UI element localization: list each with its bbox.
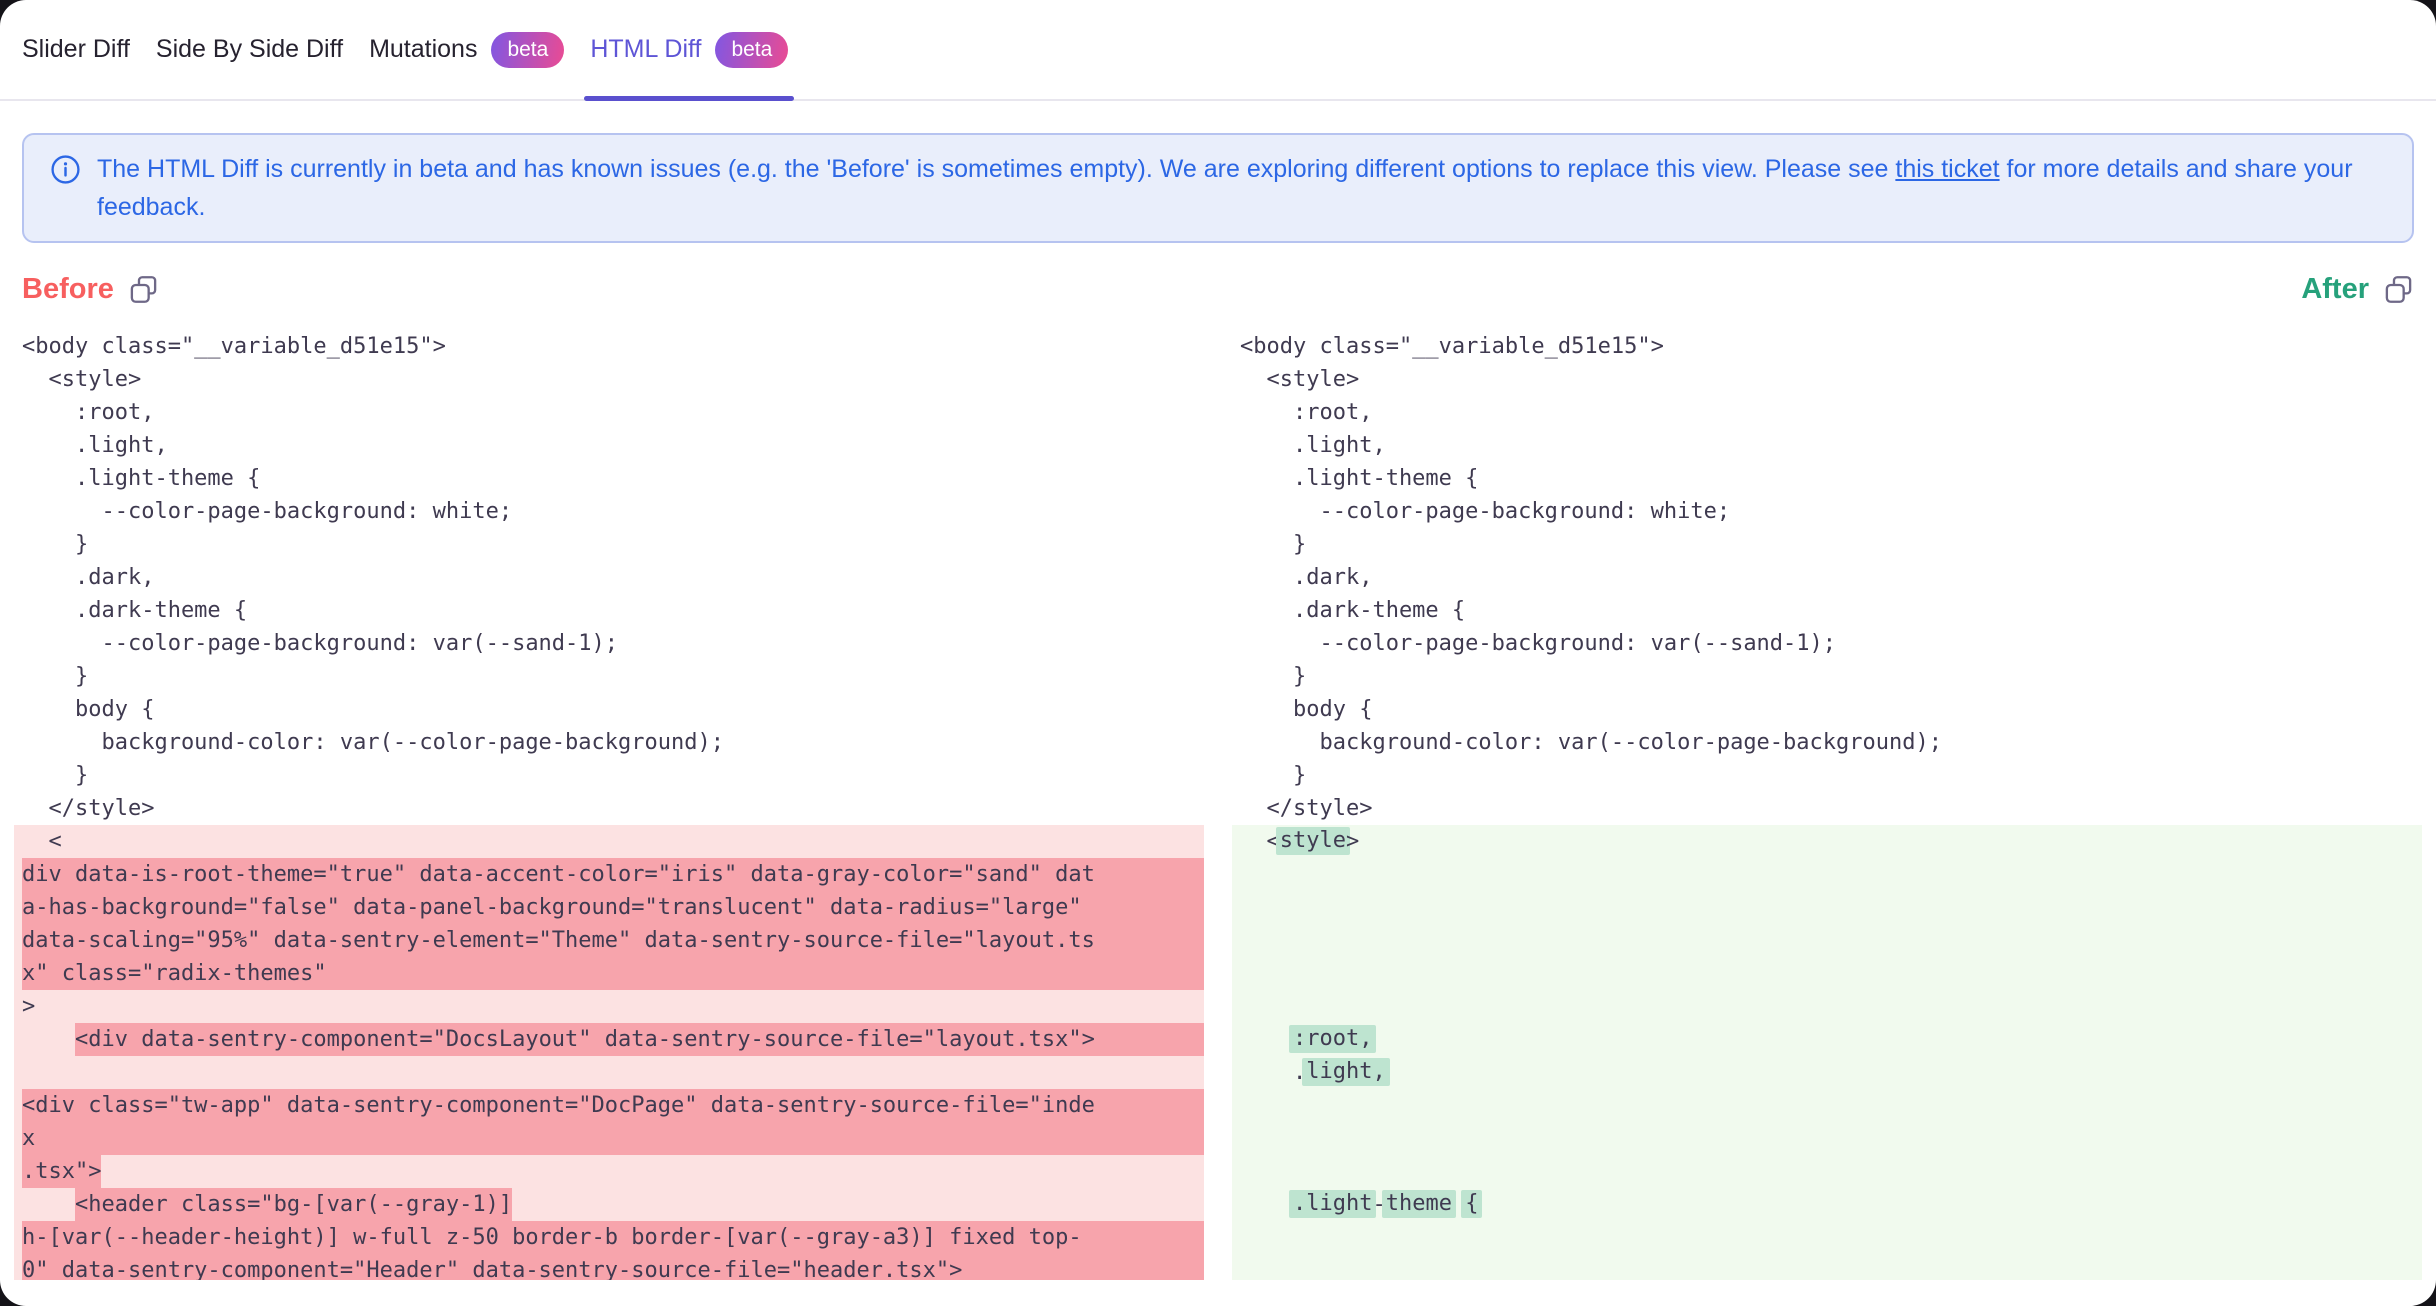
code-line: --color-page-background: var(--sand-1); bbox=[1240, 631, 1837, 656]
code-line: <div class="tw-app" data-sentry-componen… bbox=[14, 1089, 1204, 1122]
code-line: --color-page-background: white; bbox=[22, 499, 513, 524]
code-line: :root, bbox=[1240, 400, 1373, 425]
code-line: } bbox=[22, 532, 89, 557]
code-line: } bbox=[1240, 763, 1307, 788]
after-header: After bbox=[2301, 273, 2414, 306]
code-line: <style> bbox=[1240, 367, 1360, 392]
code-line: </style> bbox=[1240, 796, 1373, 821]
code-line: background-color: var(--color-page-backg… bbox=[1240, 730, 1942, 755]
copy-before-button[interactable] bbox=[128, 274, 159, 305]
code-line: <body class="__variable_d51e15"> bbox=[1240, 334, 1664, 359]
code-line: :root, bbox=[1232, 1023, 2422, 1056]
code-line: body { bbox=[1240, 697, 1373, 722]
code-line bbox=[14, 1056, 1204, 1089]
tab-slider-diff[interactable]: Slider Diff bbox=[22, 0, 130, 99]
code-line: .light, bbox=[1232, 1056, 2422, 1089]
info-icon bbox=[51, 155, 80, 184]
code-line: .light-theme { bbox=[1240, 466, 1479, 491]
before-header: Before bbox=[22, 273, 159, 306]
code-line: .light-theme { bbox=[22, 466, 261, 491]
code-line: .dark-theme { bbox=[22, 598, 248, 623]
code-line: <div data-sentry-component="DocsLayout" … bbox=[14, 1023, 1204, 1056]
code-line: > bbox=[14, 990, 1204, 1023]
copy-icon bbox=[2385, 276, 2412, 303]
code-line: .dark-theme { bbox=[1240, 598, 1466, 623]
code-line bbox=[1232, 1122, 2422, 1155]
code-line: </style> bbox=[22, 796, 155, 821]
ticket-link[interactable]: this ticket bbox=[1895, 155, 2000, 183]
code-line bbox=[1232, 891, 2422, 924]
code-line: .tsx"> bbox=[14, 1155, 1204, 1188]
diff-header: Before After bbox=[22, 273, 2414, 306]
after-label: After bbox=[2301, 273, 2369, 305]
code-line: --color-page-background: white; bbox=[1240, 499, 1731, 524]
code-line: <body class="__variable_d51e15"> bbox=[22, 334, 446, 359]
code-line: <style> bbox=[1232, 825, 2422, 858]
code-line: x" class="radix-themes" bbox=[14, 957, 1204, 990]
code-line: .dark, bbox=[22, 565, 155, 590]
banner-text-before: The HTML Diff is currently in beta and h… bbox=[97, 155, 1896, 183]
code-line: h-[var(--header-height)] w-full z-50 bor… bbox=[14, 1221, 1204, 1254]
code-line: .light, bbox=[1240, 433, 1386, 458]
code-line: data-scaling="95%" data-sentry-element="… bbox=[14, 924, 1204, 957]
beta-badge: beta bbox=[715, 31, 789, 68]
tab-label: Mutations bbox=[369, 35, 478, 63]
html-diff-view: <body class="__variable_d51e15"> <style>… bbox=[0, 330, 2436, 1280]
code-line bbox=[1232, 858, 2422, 891]
banner-text-after: for more details and share your feedback… bbox=[97, 155, 2353, 221]
code-line: } bbox=[1240, 664, 1307, 689]
code-line bbox=[1232, 1089, 2422, 1122]
tab-label: HTML Diff bbox=[590, 35, 702, 63]
code-line bbox=[1232, 1155, 2422, 1188]
code-line bbox=[1232, 924, 2422, 957]
code-line: } bbox=[22, 664, 89, 689]
code-line: 0" data-sentry-component="Header" data-s… bbox=[14, 1254, 1204, 1280]
tab-html-diff[interactable]: HTML Diff beta bbox=[584, 0, 795, 101]
after-code-panel: <body class="__variable_d51e15"> <style>… bbox=[1232, 330, 2422, 1280]
tab-bar: Slider Diff Side By Side Diff Mutations … bbox=[0, 0, 2436, 101]
code-line bbox=[1232, 1254, 2422, 1280]
before-code-panel: <body class="__variable_d51e15"> <style>… bbox=[14, 330, 1204, 1280]
beta-info-banner: The HTML Diff is currently in beta and h… bbox=[22, 133, 2414, 243]
before-label: Before bbox=[22, 273, 114, 305]
banner-text: The HTML Diff is currently in beta and h… bbox=[97, 150, 2386, 226]
code-line: <header class="bg- [var(--gray-1)] bbox=[14, 1188, 1204, 1221]
code-line: } bbox=[22, 763, 89, 788]
copy-after-button[interactable] bbox=[2383, 274, 2414, 305]
beta-badge: beta bbox=[491, 31, 565, 68]
code-line bbox=[1232, 957, 2422, 990]
code-line: div data-is-root-theme="true" data-accen… bbox=[14, 858, 1204, 891]
code-line: } bbox=[1240, 532, 1307, 557]
copy-icon bbox=[130, 276, 157, 303]
code-line: --color-page-background: var(--sand-1); bbox=[22, 631, 619, 656]
code-line: < bbox=[14, 825, 1204, 858]
code-line: a-has-background="false" data-panel-back… bbox=[14, 891, 1204, 924]
code-line: x bbox=[14, 1122, 1204, 1155]
code-line: :root, bbox=[22, 400, 155, 425]
code-line: .light-theme { bbox=[1232, 1188, 2422, 1221]
code-line: body { bbox=[22, 697, 155, 722]
code-line: <style> bbox=[22, 367, 142, 392]
tab-label: Side By Side Diff bbox=[155, 35, 344, 63]
code-line: .dark, bbox=[1240, 565, 1373, 590]
code-line: .light, bbox=[22, 433, 168, 458]
active-tab-indicator bbox=[584, 96, 795, 101]
code-line bbox=[1232, 1221, 2422, 1254]
tab-side-by-side-diff[interactable]: Side By Side Diff bbox=[156, 0, 343, 99]
code-line: background-color: var(--color-page-backg… bbox=[22, 730, 724, 755]
tab-label: Slider Diff bbox=[22, 35, 130, 63]
tab-mutations[interactable]: Mutations beta bbox=[369, 0, 565, 99]
code-line bbox=[1232, 990, 2422, 1023]
